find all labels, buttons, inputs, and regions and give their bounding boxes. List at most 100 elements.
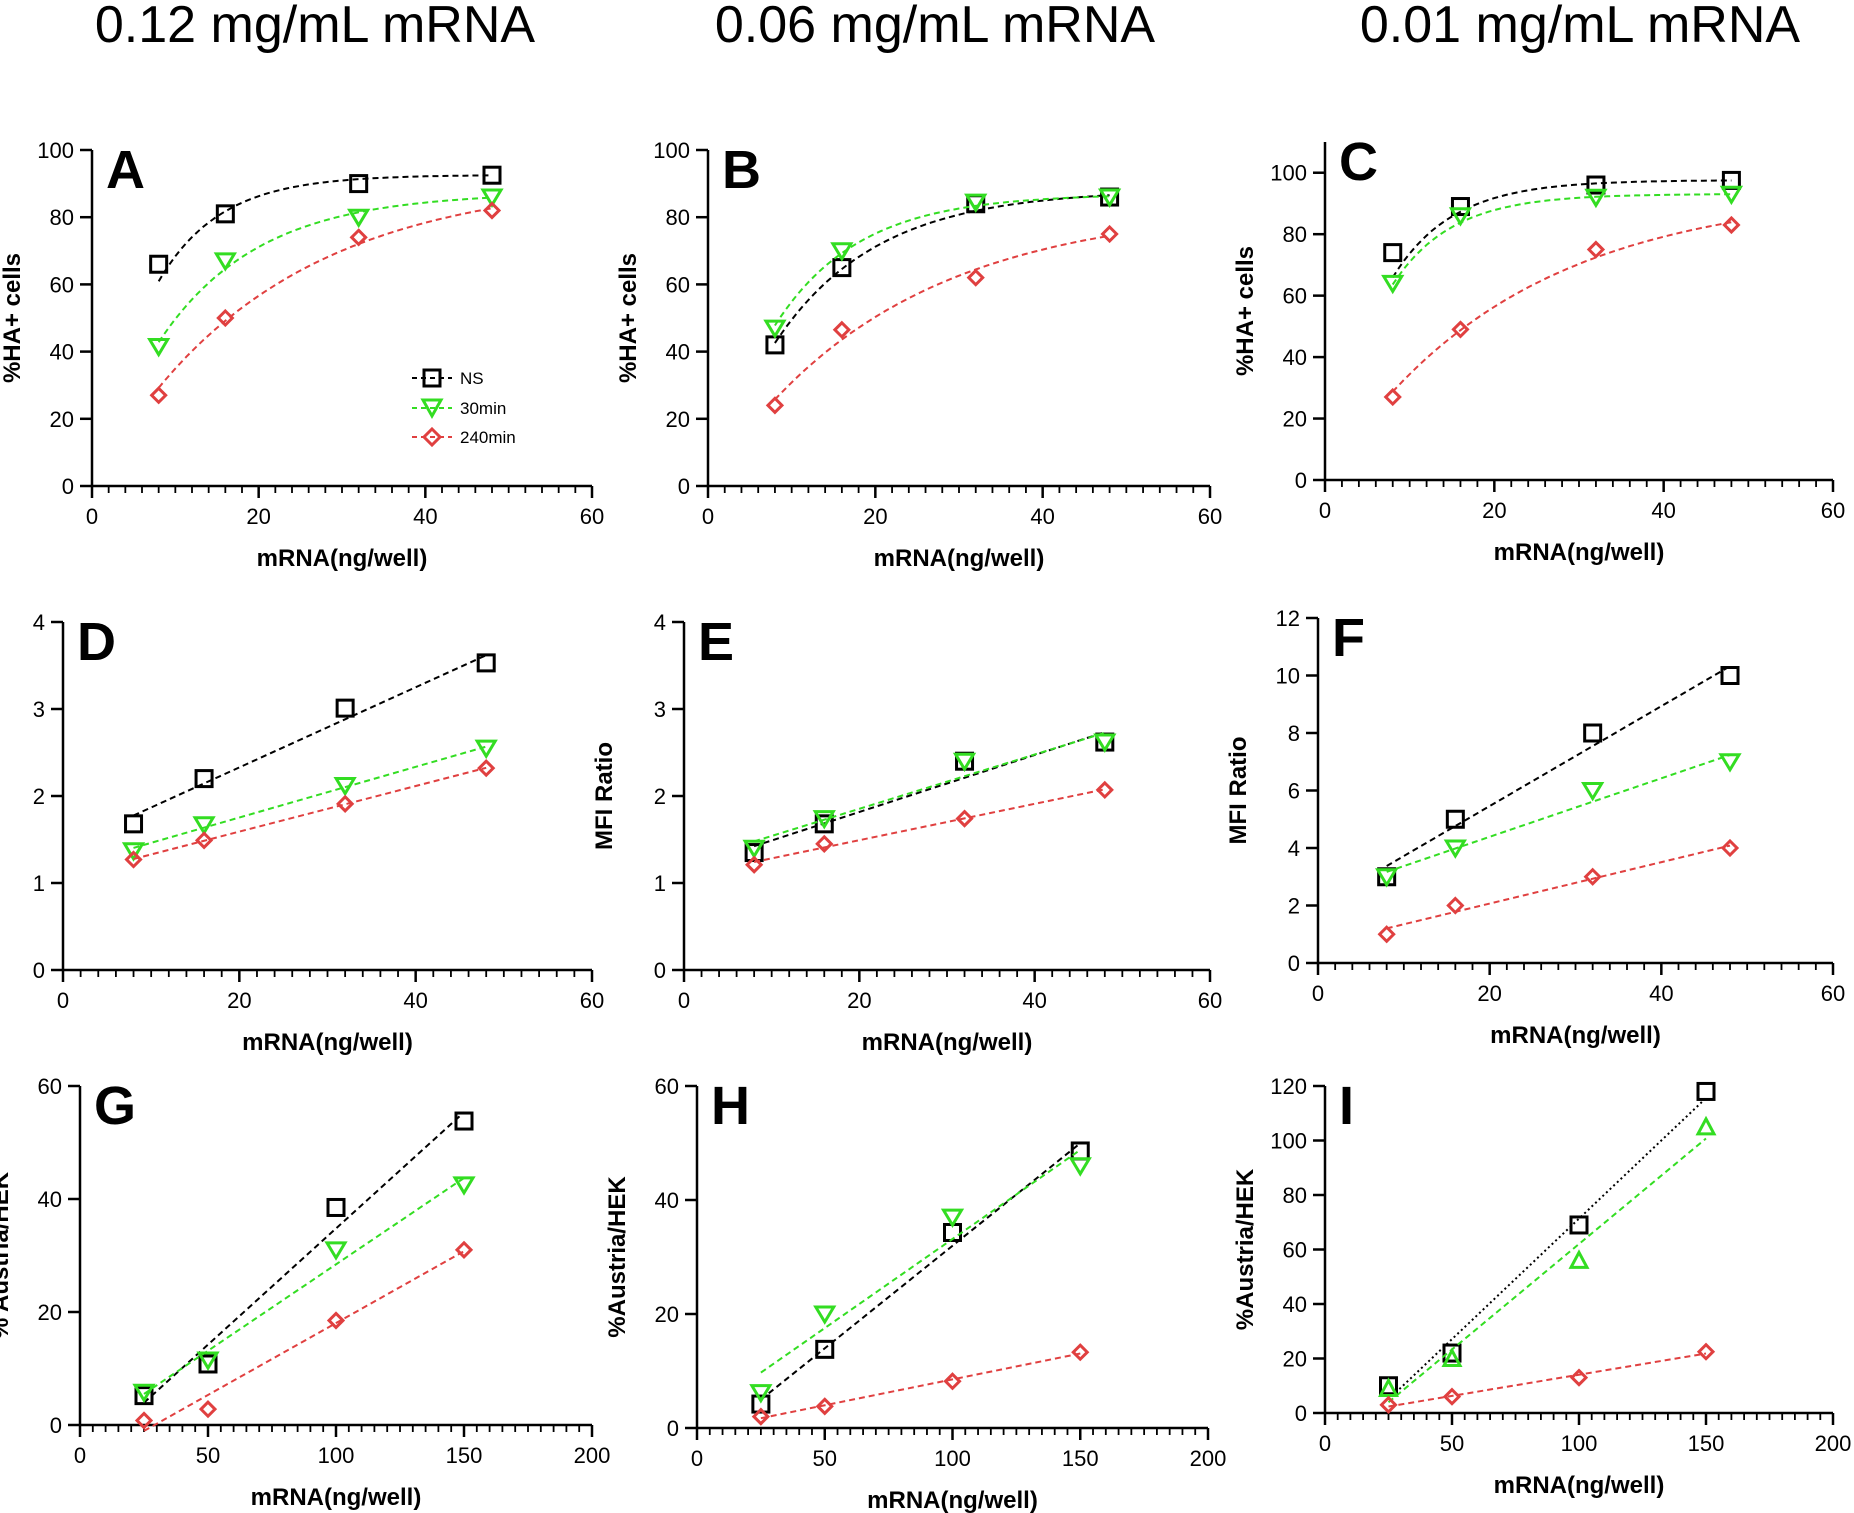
- y-tick-label: 60: [38, 1074, 62, 1099]
- series-30min: [742, 731, 1117, 860]
- y-tick-label: 4: [1288, 836, 1300, 861]
- data-point: [815, 1397, 834, 1416]
- x-tick-label: 0: [1312, 981, 1324, 1006]
- data-point: [744, 843, 764, 863]
- data-point: [347, 208, 371, 229]
- data-point: [452, 1176, 476, 1196]
- data-point: [751, 1394, 771, 1414]
- legend-marker-240min: [421, 426, 443, 448]
- series-ns: [149, 165, 502, 282]
- x-tick-label: 150: [446, 1443, 483, 1468]
- x-tick-label: 100: [1561, 1431, 1598, 1456]
- data-point: [1097, 188, 1122, 208]
- data-point: [134, 1386, 154, 1406]
- fit-line: [760, 1142, 1081, 1401]
- y-tick-label: 20: [666, 407, 690, 432]
- x-tick-label: 0: [1319, 1431, 1331, 1456]
- data-point: [1378, 1377, 1399, 1397]
- y-tick-label: 4: [654, 610, 666, 635]
- y-axis-label: %HA+ cells: [0, 253, 26, 383]
- chart-i: 0 50 100 150 200 0 20 40 60 80 100 120 mRNA(ng/well)…: [1232, 1074, 1851, 1499]
- data-point: [1720, 666, 1740, 685]
- data-point: [1381, 274, 1405, 295]
- legend-entry-30min: 30min: [412, 398, 506, 420]
- data-point: [213, 252, 237, 272]
- data-point: [1068, 1157, 1092, 1177]
- data-point: [1569, 1368, 1589, 1387]
- panel-letter: G: [94, 1076, 136, 1136]
- legend-label-240min: 240min: [460, 428, 516, 447]
- y-axis-label: %Austria/HEK: [1232, 1168, 1259, 1330]
- data-point: [124, 814, 144, 834]
- data-point: [940, 1208, 965, 1229]
- y-tick-label: 40: [38, 1187, 62, 1212]
- x-tick-label: 20: [227, 988, 251, 1013]
- data-point: [196, 1351, 220, 1371]
- fit-line: [753, 731, 1106, 848]
- data-point: [1379, 1395, 1398, 1414]
- data-point: [813, 1305, 837, 1325]
- chart-b: 0 20 40 60 0 20 40 60 80 100 mRNA(ng/well) %HA+ cel…: [615, 138, 1222, 572]
- column-title-3: 0.01 mg/mL mRNA: [1360, 0, 1801, 54]
- data-point: [333, 777, 357, 797]
- y-tick-label: 80: [50, 205, 74, 230]
- x-tick-label: 20: [1477, 981, 1501, 1006]
- y-tick-label: 3: [33, 697, 45, 722]
- y-tick-label: 8: [1288, 721, 1300, 746]
- y-tick-label: 10: [1276, 664, 1300, 689]
- fit-line: [774, 234, 1110, 401]
- fit-line: [157, 174, 492, 282]
- series-ns: [751, 1141, 1090, 1414]
- data-point: [194, 831, 214, 850]
- data-point: [198, 1400, 218, 1419]
- fit-line: [133, 766, 487, 860]
- data-point: [215, 204, 235, 224]
- x-tick-label: 200: [1190, 1446, 1227, 1471]
- y-axis-label: %HA+ cells: [615, 253, 642, 383]
- legend: NS 30min 240min: [412, 368, 516, 448]
- y-axis-label: MFI Ratio: [1225, 737, 1252, 845]
- series-240min: [745, 780, 1114, 874]
- x-tick-label: 100: [934, 1446, 971, 1471]
- data-point: [134, 1411, 154, 1430]
- series-ns: [124, 653, 496, 834]
- x-axis-label: mRNA(ng/well): [862, 1029, 1033, 1056]
- fit-line: [1388, 1352, 1707, 1408]
- y-axis-label: %HA+ cells: [1232, 246, 1259, 376]
- data-point: [132, 1383, 156, 1404]
- data-point: [812, 810, 836, 830]
- data-point: [335, 698, 355, 718]
- y-tick-label: 80: [666, 205, 690, 230]
- series-30min: [763, 188, 1122, 339]
- x-tick-label: 0: [74, 1443, 86, 1468]
- data-point: [477, 759, 496, 778]
- legend-label-ns: NS: [460, 369, 484, 388]
- x-axis-label: mRNA(ng/well): [1490, 1022, 1661, 1049]
- data-point: [1446, 896, 1465, 915]
- series-30min: [1381, 185, 1744, 295]
- y-tick-label: 0: [654, 958, 666, 983]
- chart-e: 0 20 40 60 0 1 2 3 4 mRNA(ng/well) MFI Ratio E: [591, 610, 1222, 1056]
- y-tick-label: 2: [33, 784, 45, 809]
- y-tick-label: 100: [1270, 1129, 1307, 1154]
- x-tick-label: 200: [574, 1443, 611, 1468]
- x-axis-label: mRNA(ng/well): [874, 545, 1045, 572]
- y-tick-label: 0: [50, 1413, 62, 1438]
- y-tick-label: 0: [1288, 951, 1300, 976]
- data-point: [480, 188, 504, 208]
- data-point: [476, 653, 496, 673]
- x-axis-label: mRNA(ng/well): [257, 545, 428, 572]
- series-ns: [134, 1111, 474, 1406]
- data-point: [124, 850, 143, 869]
- data-point: [1448, 207, 1473, 227]
- x-axis-label: mRNA(ng/well): [242, 1029, 413, 1056]
- y-tick-label: 0: [678, 474, 690, 499]
- series-240min: [124, 759, 496, 869]
- y-tick-label: 0: [1295, 468, 1307, 493]
- x-tick-label: 60: [580, 988, 604, 1013]
- data-point: [815, 1339, 835, 1359]
- y-tick-label: 20: [1283, 1347, 1307, 1372]
- fit-line: [1386, 665, 1731, 867]
- x-tick-label: 200: [1815, 1431, 1852, 1456]
